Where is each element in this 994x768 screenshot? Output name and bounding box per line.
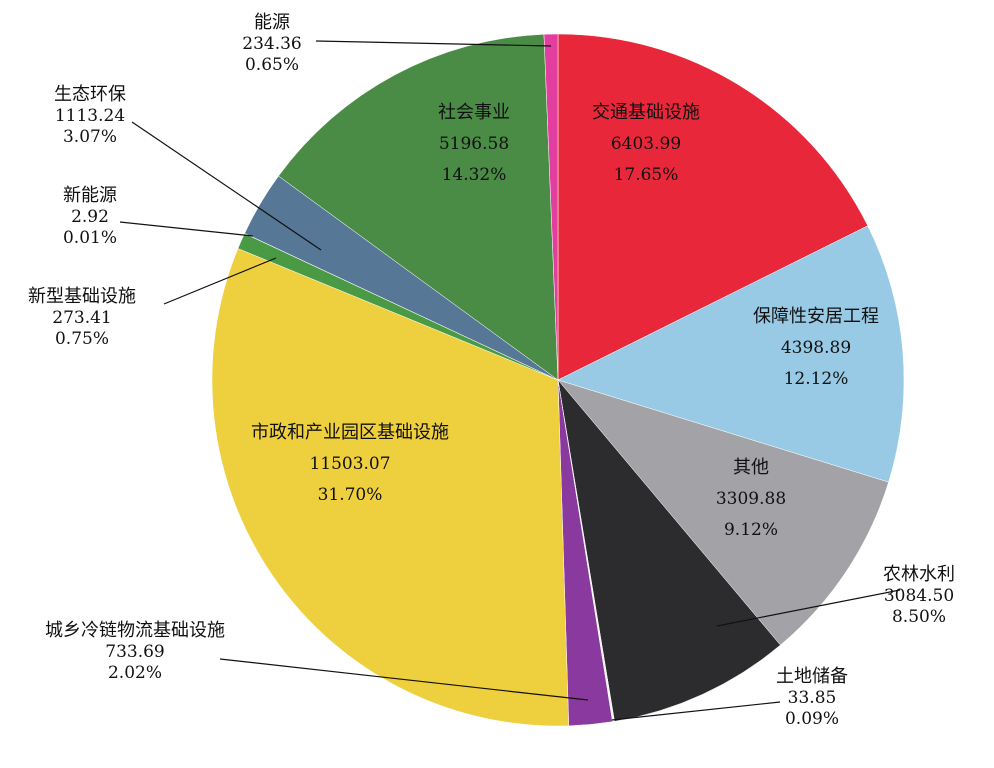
data-label-value-4: 33.85 (788, 688, 837, 708)
pie-slice-6 (211, 248, 570, 727)
data-label-value-2: 3309.88 (716, 489, 786, 509)
data-label-value-0: 6403.99 (611, 134, 681, 154)
data-label-percent-0: 17.65% (614, 165, 679, 185)
pie-slice-10 (278, 34, 559, 381)
data-label-name-2: 其他 (733, 457, 769, 478)
data-label-percent-10: 14.32% (442, 165, 507, 185)
data-label-value-8: 2.92 (71, 207, 109, 227)
pie-slice-3 (557, 379, 781, 722)
data-label-name-8: 新能源 (63, 185, 117, 206)
data-label-name-1: 保障性安居工程 (753, 306, 879, 327)
data-label-name-10: 社会事业 (438, 102, 510, 123)
data-label-name-7: 新型基础设施 (28, 286, 136, 307)
data-label-value-5: 733.69 (105, 642, 164, 662)
leader-line-4 (611, 701, 781, 721)
data-label-name-3: 农林水利 (883, 564, 955, 585)
leader-line-3 (716, 589, 901, 627)
leader-line-5 (219, 658, 589, 701)
data-label-percent-7: 0.75% (55, 329, 109, 349)
data-label-value-1: 4398.89 (781, 338, 851, 358)
data-label-value-9: 1113.24 (55, 106, 125, 126)
data-label-percent-3: 8.50% (892, 607, 946, 627)
leader-line-8 (119, 221, 254, 237)
data-label-percent-4: 0.09% (785, 709, 839, 729)
pie-slice-0 (557, 33, 869, 381)
data-label-name-5: 城乡冷链物流基础设施 (45, 620, 225, 641)
data-label-value-3: 3084.50 (884, 586, 954, 606)
data-label-percent-9: 3.07% (63, 127, 117, 147)
pie-slice-2 (557, 379, 889, 646)
leader-line-9 (131, 121, 322, 251)
pie-slice-11 (543, 33, 559, 381)
data-label-name-9: 生态环保 (54, 84, 126, 105)
data-label-name-0: 交通基础设施 (592, 102, 700, 123)
data-label-name-6: 市政和产业园区基础设施 (251, 422, 449, 443)
leader-line-7 (163, 257, 277, 305)
data-label-percent-11: 0.65% (245, 55, 299, 75)
data-label-value-6: 11503.07 (309, 454, 390, 474)
data-label-percent-8: 0.01% (63, 228, 117, 248)
data-label-name-11: 能源 (254, 12, 290, 33)
pie-slice-1 (557, 225, 905, 483)
data-label-percent-1: 12.12% (784, 369, 849, 389)
data-label-value-10: 5196.58 (439, 134, 509, 154)
data-label-name-4: 土地储备 (776, 666, 848, 687)
data-label-percent-6: 31.70% (318, 485, 383, 505)
data-label-value-7: 273.41 (52, 308, 111, 328)
data-label-percent-2: 9.12% (724, 520, 778, 540)
data-label-percent-5: 2.02% (108, 663, 162, 683)
data-label-value-11: 234.36 (242, 34, 301, 54)
leader-line-11 (315, 40, 552, 47)
